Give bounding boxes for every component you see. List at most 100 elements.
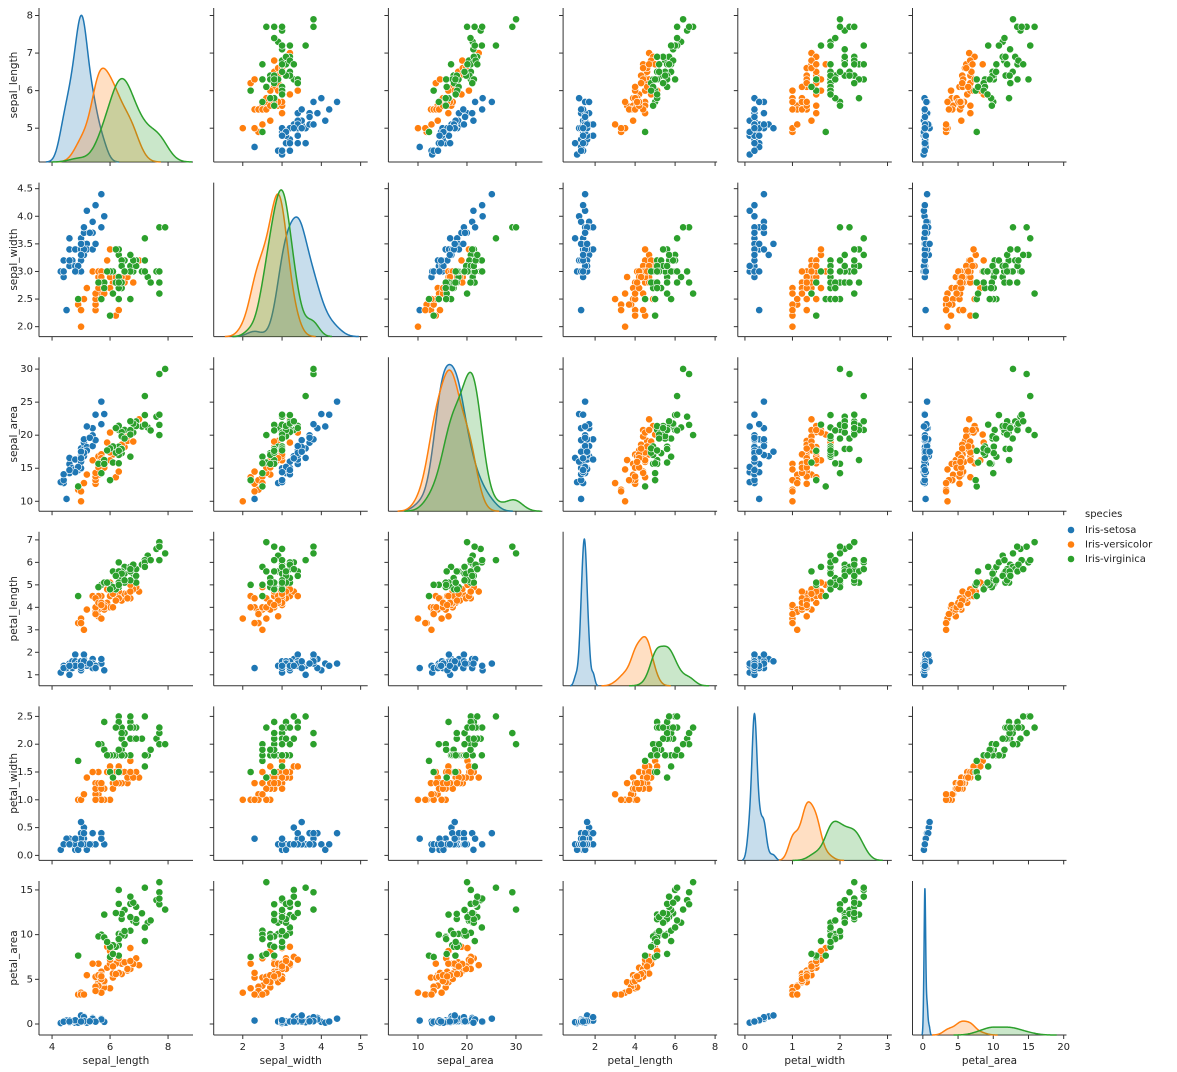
kde-line (45, 14, 120, 163)
y-axis-label: petal_area (8, 930, 20, 985)
panel (384, 8, 543, 166)
scatter-point (802, 601, 811, 609)
scatter-point (453, 779, 461, 788)
scatter-point (998, 734, 1007, 743)
panel (209, 706, 368, 865)
scatter-point (106, 311, 114, 320)
scatter-point (631, 311, 639, 320)
scatter-point (126, 712, 135, 721)
kde-area (601, 636, 671, 686)
scatter-point (77, 619, 85, 627)
scatter-point (1017, 267, 1026, 276)
scatter-point (755, 239, 764, 248)
scatter-point (637, 273, 645, 281)
scatter-point (434, 740, 443, 749)
scatter-point (655, 434, 663, 443)
scatter-point (415, 1016, 424, 1025)
scatter-point (667, 762, 675, 771)
scatter-point (246, 86, 255, 95)
scatter-point (983, 267, 992, 276)
panel (559, 8, 718, 166)
scatter-point (978, 60, 987, 69)
scatter-point (432, 603, 441, 612)
scatter-point (278, 90, 286, 99)
scatter-point (305, 433, 314, 442)
scatter-point (250, 968, 259, 977)
x-tick-label: 6 (672, 1042, 678, 1053)
scatter-point (942, 120, 950, 129)
scatter-point (1000, 34, 1009, 42)
kde-area (45, 15, 120, 162)
scatter-point (978, 430, 987, 439)
scatter-point (126, 251, 135, 259)
scatter-point (270, 22, 279, 31)
scatter-point (429, 311, 438, 320)
scatter-point (82, 971, 91, 980)
scatter-point (80, 650, 88, 659)
scatter-point (77, 1017, 85, 1026)
scatter-point (836, 267, 844, 276)
scatter-point (317, 94, 326, 103)
scatter-point (129, 278, 138, 287)
scatter-point (100, 666, 109, 675)
scatter-point (262, 614, 271, 623)
scatter-point (579, 201, 587, 210)
scatter-point (487, 659, 496, 668)
scatter-point (445, 1017, 454, 1026)
scatter-point (971, 311, 980, 320)
scatter-point (665, 60, 673, 69)
scatter-point (297, 436, 306, 445)
y-tick-label: 3.5 (17, 239, 33, 250)
scatter-point (297, 664, 306, 672)
scatter-point (623, 273, 631, 281)
scatter-point (659, 424, 667, 432)
scatter-point (250, 467, 259, 476)
scatter-point (431, 959, 440, 968)
scatter-point (617, 487, 625, 496)
scatter-point (826, 41, 835, 50)
scatter-point (309, 22, 318, 31)
scatter-point (65, 466, 74, 474)
scatter-point (683, 412, 691, 421)
scatter-point (663, 289, 671, 298)
scatter-point (146, 745, 155, 754)
scatter-point (1019, 565, 1028, 574)
scatter-point (454, 962, 463, 971)
scatter-point (812, 578, 821, 587)
scatter-point (293, 762, 302, 771)
scatter-point (679, 15, 687, 24)
scatter-point (161, 223, 170, 232)
scatter-point (745, 262, 754, 270)
scatter-point (1022, 542, 1031, 551)
scatter-point (807, 567, 816, 576)
scatter-point (923, 190, 931, 199)
scatter-point (80, 790, 88, 799)
scatter-point (643, 773, 651, 782)
scatter-point (477, 751, 486, 760)
scatter-point (289, 124, 298, 133)
scatter-point (788, 86, 797, 95)
scatter-point (989, 469, 998, 478)
kde-line (56, 67, 161, 163)
scatter-point (836, 542, 844, 551)
scatter-point (793, 990, 802, 999)
y-axis-label: sepal_width (8, 229, 20, 291)
scatter-point (309, 365, 318, 373)
scatter-point (97, 655, 106, 663)
scatter-point (817, 937, 825, 945)
panel (733, 531, 892, 690)
scatter-point (103, 578, 112, 587)
panel (908, 706, 1067, 865)
scatter-point (466, 587, 475, 596)
scatter-point (921, 495, 930, 503)
scatter-point (788, 289, 797, 298)
scatter-point (621, 289, 629, 298)
y-tick-label: 6 (27, 86, 33, 97)
scatter-point (1005, 456, 1013, 464)
scatter-point (671, 923, 679, 932)
scatter-point (333, 659, 341, 668)
scatter-point (750, 650, 759, 659)
scatter-point (988, 569, 997, 578)
y-tick-label: 0 (27, 1019, 33, 1030)
